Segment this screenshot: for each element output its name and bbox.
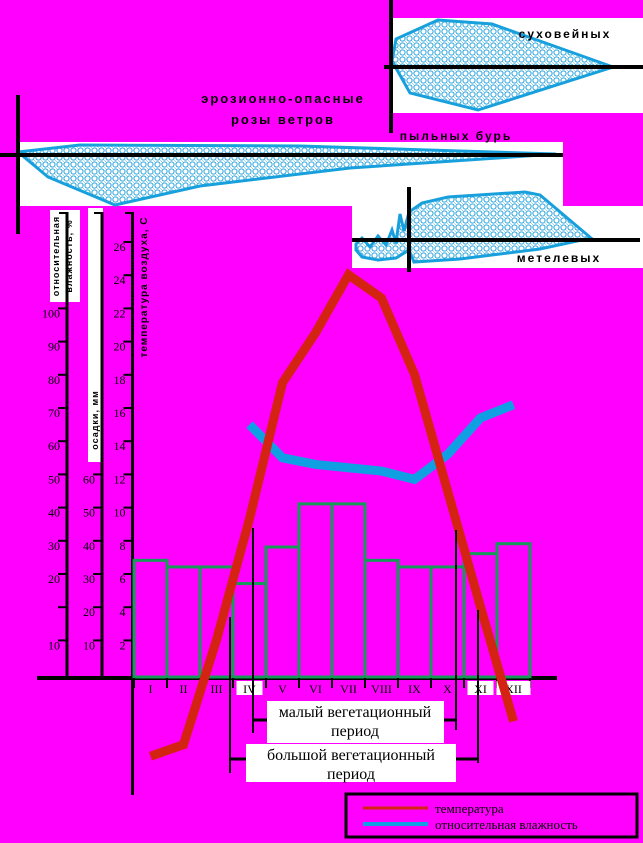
month-label-VII: VII — [340, 682, 357, 696]
month-label-I: I — [149, 682, 153, 696]
temperature-tick-label: 16 — [114, 406, 126, 420]
legend: температура относительная влажность — [344, 792, 639, 839]
precip-bar-VI — [297, 502, 334, 679]
precip-bar-V — [264, 545, 301, 679]
wind-rose-dust-storms-shape — [14, 143, 557, 207]
month-highlight-box-IV — [236, 681, 263, 695]
month-labels-layer: I II III IV V VI VII VIII IX X XI XII — [133, 678, 531, 696]
precipitation-tick-label: 20 — [83, 605, 95, 619]
legend-humidity-label: относительная влажность — [435, 817, 578, 832]
temperature-tick-label: 24 — [114, 273, 126, 287]
big-period-label-line1: большой вегетационный — [267, 747, 435, 764]
humidity-axis-title-line1: относительная — [51, 216, 61, 296]
precip-bar-II — [165, 565, 202, 679]
big-period-label-box — [246, 744, 456, 782]
month-label-IX: IX — [408, 682, 421, 696]
precipitation-tick-label: 40 — [83, 539, 95, 553]
small-period-label-line2: период — [331, 723, 379, 740]
roses-caption-line1: эрозионно-опасные — [201, 91, 365, 106]
temperature-tick-label: 8 — [120, 539, 126, 553]
precip-bar-X — [429, 565, 466, 679]
wind-rose-blizzards-shape — [354, 190, 595, 264]
month-label-II: II — [180, 682, 188, 696]
precip-bar-IX — [396, 565, 433, 679]
small-period-label-box — [267, 701, 444, 743]
precipitation-axis-title: осадки, мм — [90, 390, 100, 450]
precip-bar-VIII — [363, 558, 400, 679]
precipitation-tick-label: 60 — [83, 472, 95, 486]
precip-bar-XII — [495, 542, 532, 679]
temperature-line — [149, 268, 518, 761]
small-period-label-line1: малый вегетационный — [279, 704, 432, 721]
humidity-title-box — [50, 210, 80, 302]
month-label-III: III — [211, 682, 223, 696]
temperature-tick-label: 10 — [114, 506, 126, 520]
humidity-tick-label: 20 — [48, 572, 60, 586]
humidity-tick-label: 40 — [48, 506, 60, 520]
roses-caption-line2: розы ветров — [231, 112, 335, 127]
temperature-tick-label: 4 — [120, 605, 126, 619]
month-label-X: X — [443, 682, 452, 696]
wind-roses-layer — [14, 18, 618, 264]
month-label-IV: IV — [243, 682, 256, 696]
month-highlight-box-XI — [467, 681, 494, 695]
humidity-tick-label: 70 — [48, 406, 60, 420]
humidity-tick-label: 30 — [48, 539, 60, 553]
precip-bar-I — [132, 558, 169, 679]
legend-box — [344, 792, 639, 839]
month-label-XI: XI — [474, 682, 487, 696]
temperature-axis-title: температура воздуха, С — [139, 216, 150, 357]
rose-blizzards-label: метелевых — [517, 251, 601, 265]
precipitation-tick-label: 50 — [83, 506, 95, 520]
vegetation-periods: малый вегетационный период большой вегет… — [229, 528, 479, 783]
temperature-tick-label: 14 — [114, 439, 126, 453]
humidity-axis-title-line2: влажность, % — [64, 219, 74, 292]
precipitation-bars-layer — [132, 502, 532, 679]
precip-bar-IV — [231, 582, 268, 679]
humidity-tick-label: 60 — [48, 439, 60, 453]
rose-dust-storms-label: пыльных бурь — [400, 129, 512, 143]
legend-temperature-label: температура — [435, 801, 504, 816]
temperature-tick-label: 2 — [120, 638, 126, 652]
temperature-tick-label: 12 — [114, 472, 126, 486]
temperature-tick-label: 20 — [114, 340, 126, 354]
precipitation-tick-label: 10 — [83, 638, 95, 652]
axis-ticks-layer: 1009080706050403020106050403020102624222… — [42, 240, 133, 652]
series-lines-layer — [149, 268, 518, 761]
temperature-tick-label: 26 — [114, 240, 126, 254]
temperature-tick-label: 18 — [114, 373, 126, 387]
month-label-VI: VI — [309, 682, 322, 696]
precipitation-tick-label: 30 — [83, 572, 95, 586]
humidity-tick-label: 10 — [48, 638, 60, 652]
humidity-tick-label: 80 — [48, 373, 60, 387]
temperature-tick-label: 22 — [114, 306, 126, 320]
precip-bar-VII — [330, 502, 367, 679]
temperature-tick-label: 6 — [120, 572, 126, 586]
big-period-label-line2: период — [327, 766, 375, 783]
humidity-tick-label: 100 — [42, 306, 60, 320]
humidity-tick-label: 50 — [48, 472, 60, 486]
precipitation-title-box — [88, 208, 103, 462]
humidity-line — [246, 400, 516, 485]
humidity-tick-label: 90 — [48, 340, 60, 354]
month-label-V: V — [278, 682, 287, 696]
month-label-VIII: VIII — [371, 682, 392, 696]
rose-dry-winds-label: суховейных — [519, 27, 612, 41]
